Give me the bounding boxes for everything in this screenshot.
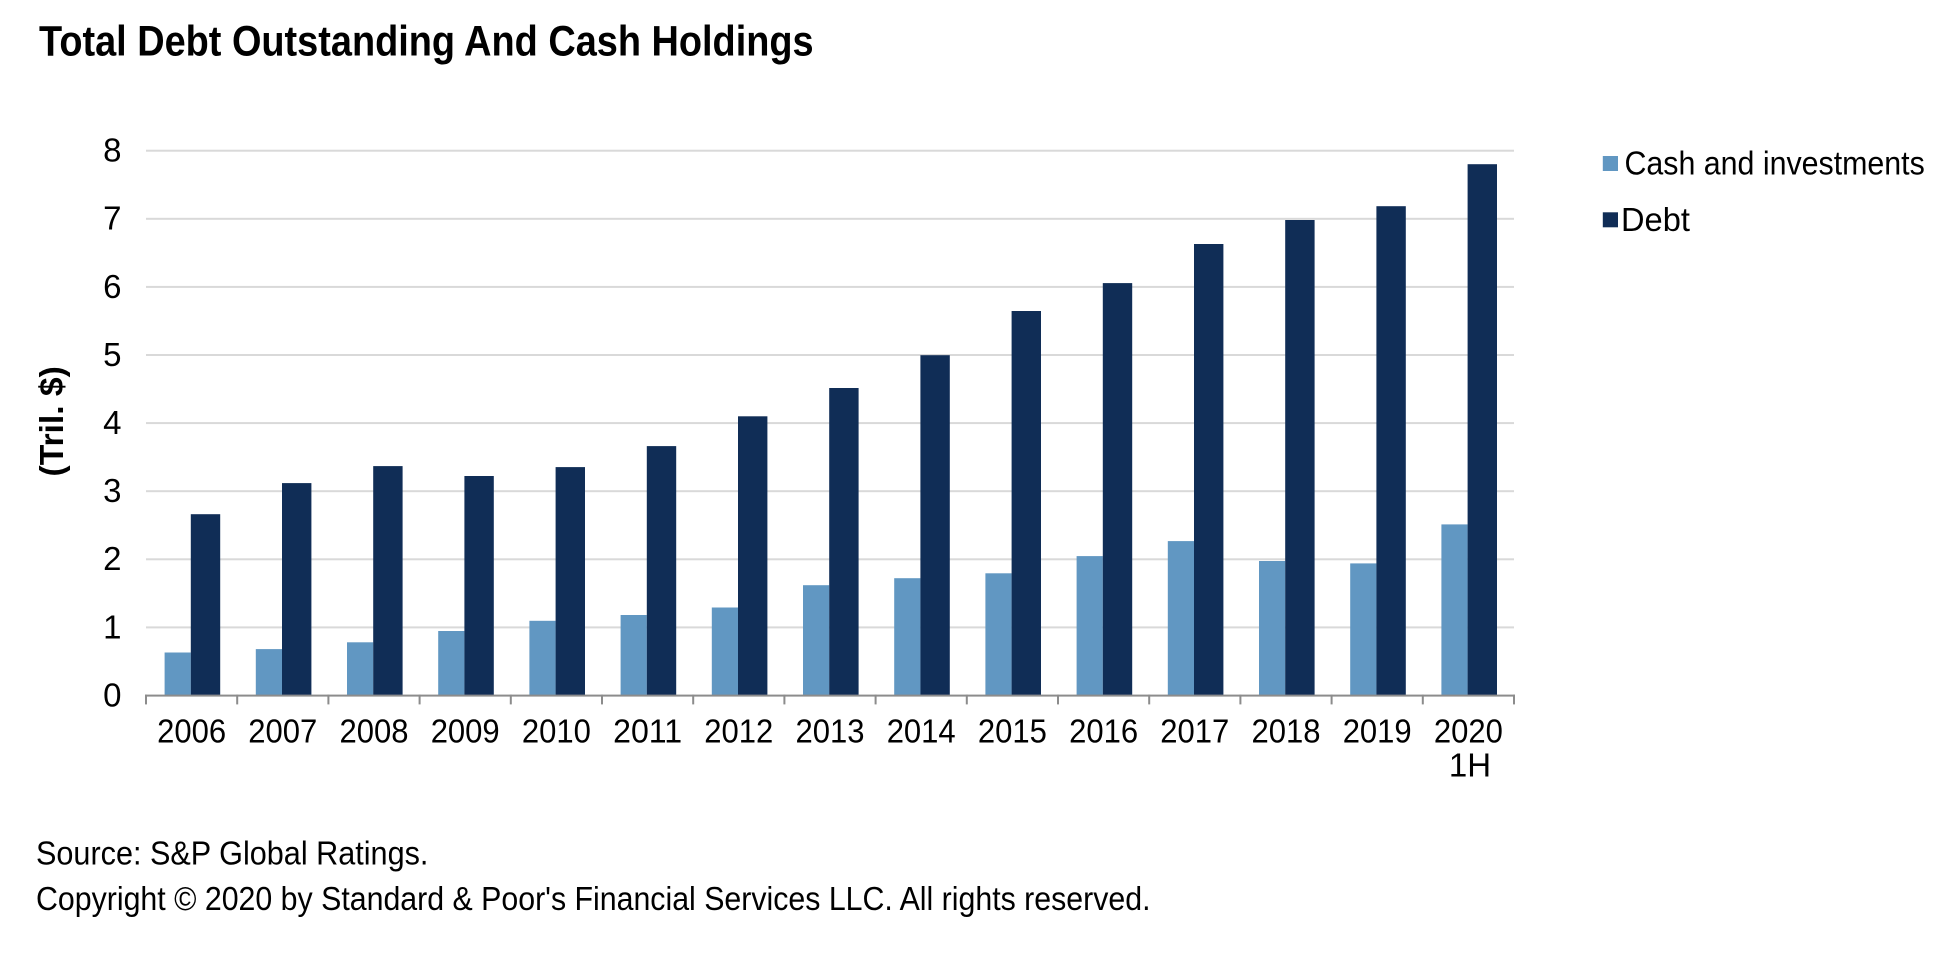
svg-text:6: 6 [103,268,121,305]
svg-text:4: 4 [103,404,121,441]
svg-text:2019: 2019 [1343,713,1412,750]
svg-text:2006: 2006 [157,713,226,750]
svg-text:2015: 2015 [978,713,1047,750]
svg-text:Copyright © 2020 by Standard &: Copyright © 2020 by Standard & Poor's Fi… [36,880,1151,917]
svg-text:2013: 2013 [796,713,865,750]
svg-text:(Tril. $): (Tril. $) [33,366,70,476]
svg-text:2017: 2017 [1160,713,1229,750]
svg-text:2014: 2014 [887,713,956,750]
svg-text:Debt: Debt [1621,201,1690,238]
svg-text:Total Debt Outstanding And Cas: Total Debt Outstanding And Cash Holdings [39,18,814,66]
svg-text:8: 8 [103,132,121,169]
svg-text:1: 1 [103,608,121,645]
svg-text:2016: 2016 [1069,713,1138,750]
svg-text:5: 5 [103,336,121,373]
svg-text:1H: 1H [1449,746,1491,783]
svg-text:2020: 2020 [1434,713,1503,750]
svg-text:2008: 2008 [340,713,409,750]
svg-text:2009: 2009 [431,713,500,750]
svg-text:7: 7 [103,200,121,237]
svg-text:Source: S&P Global Ratings.: Source: S&P Global Ratings. [36,835,428,872]
svg-text:2: 2 [103,540,121,577]
svg-text:3: 3 [103,472,121,509]
svg-text:2011: 2011 [613,713,682,750]
svg-text:2012: 2012 [704,713,773,750]
svg-text:2018: 2018 [1252,713,1321,750]
svg-text:Cash and investments: Cash and investments [1625,144,1925,181]
svg-text:0: 0 [103,676,121,713]
svg-text:2007: 2007 [248,713,317,750]
svg-text:2010: 2010 [522,713,591,750]
